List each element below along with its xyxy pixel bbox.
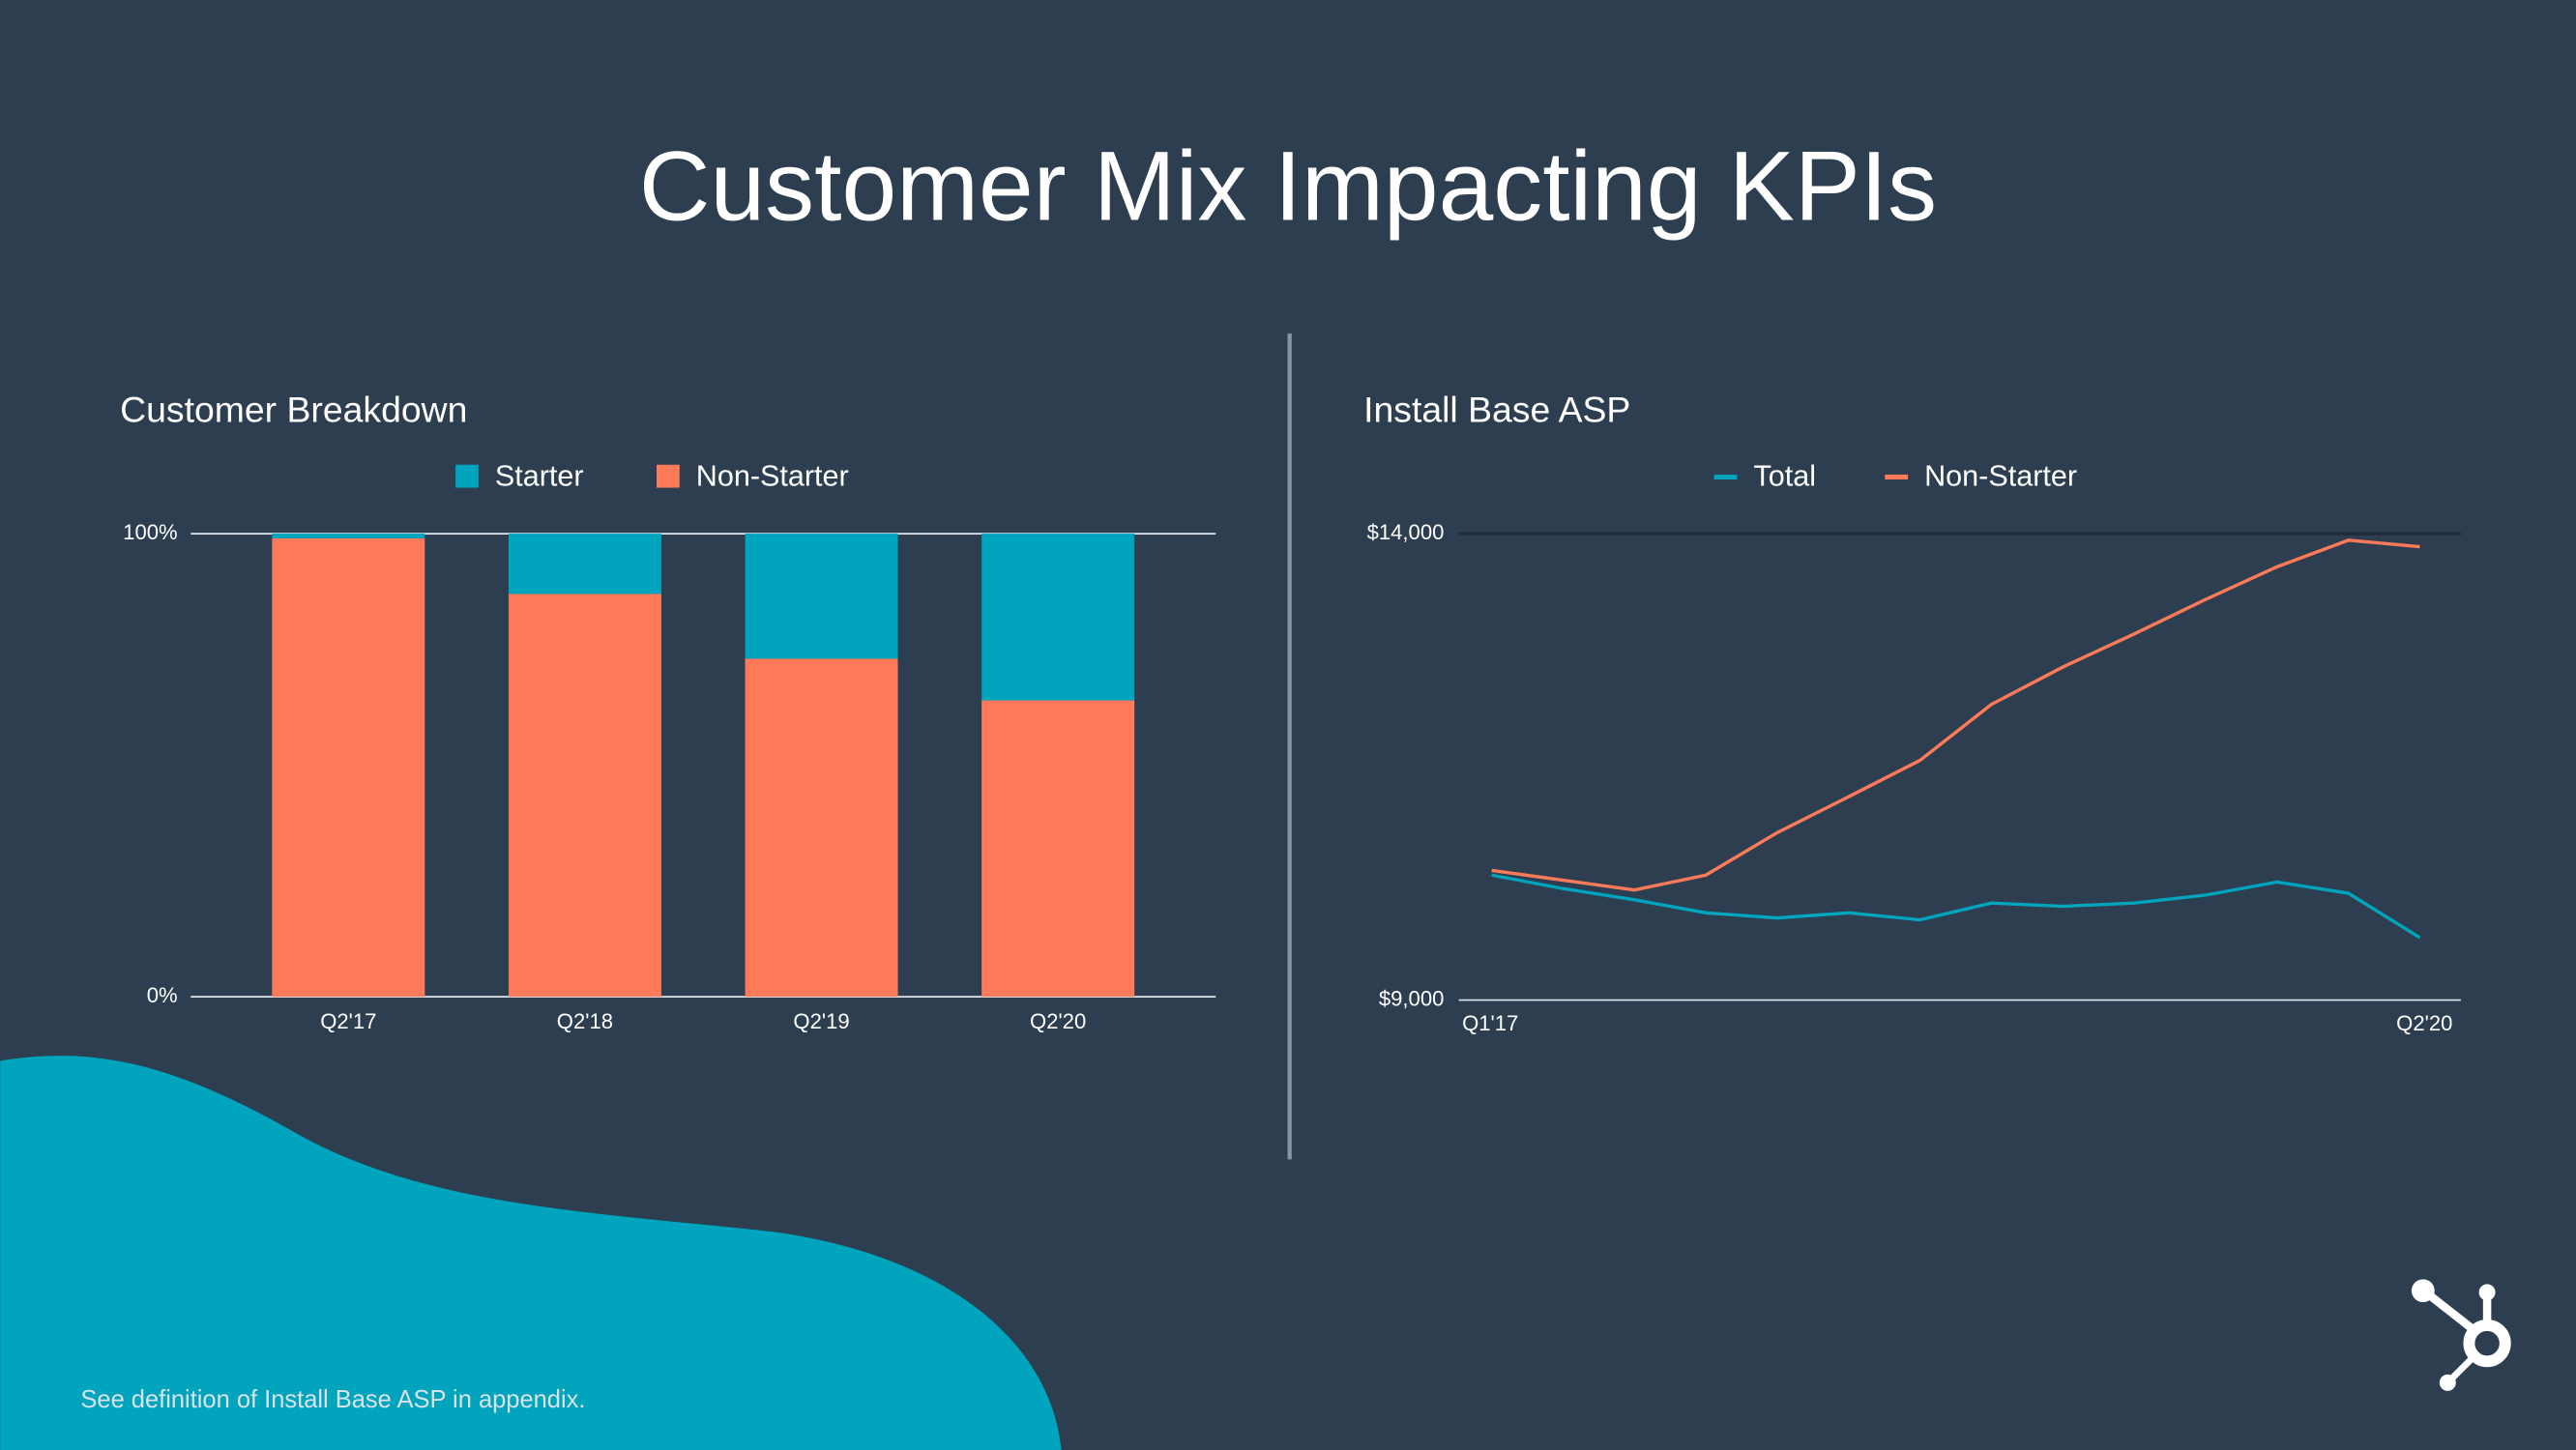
bar-segment xyxy=(981,700,1135,998)
legend-label: Starter xyxy=(495,459,584,492)
legend-label: Total xyxy=(1753,459,1816,492)
x-tick-label: Q2'17 xyxy=(320,1009,376,1033)
x-tick-label: Q2'20 xyxy=(2396,1011,2452,1035)
y-tick-label: $14,000 xyxy=(1367,520,1445,544)
y-tick-label: 100% xyxy=(123,520,177,544)
y-tick-label: $9,000 xyxy=(1379,986,1445,1010)
bar-segment xyxy=(508,594,661,998)
line-series xyxy=(1491,538,2420,892)
line-series xyxy=(1491,873,2421,940)
legend-label: Non-Starter xyxy=(696,459,849,492)
bar-segment xyxy=(745,534,898,659)
legend-label: Non-Starter xyxy=(1924,459,2077,492)
bar-segment xyxy=(745,658,898,998)
decor-blob xyxy=(0,1056,1062,1450)
legend-swatch xyxy=(1713,474,1738,480)
x-tick-label: Q2'18 xyxy=(557,1009,613,1033)
legend-swatch xyxy=(455,464,479,488)
bar-segment xyxy=(272,537,425,998)
bar-segment xyxy=(508,534,661,594)
chart-title: Install Base ASP xyxy=(1363,389,1630,429)
legend-swatch xyxy=(656,464,680,488)
legend-swatch xyxy=(1885,474,1909,480)
x-tick-label: Q2'19 xyxy=(793,1009,849,1033)
x-tick-label: Q1'17 xyxy=(1462,1011,1518,1035)
x-tick-label: Q2'20 xyxy=(1030,1009,1086,1033)
chart-title: Customer Breakdown xyxy=(120,389,467,429)
footnote: See definition of Install Base ASP in ap… xyxy=(80,1386,585,1413)
bar-segment xyxy=(981,534,1135,701)
y-tick-label: 0% xyxy=(147,983,178,1007)
slide-title: Customer Mix Impacting KPIs xyxy=(639,130,1937,241)
bar-segment xyxy=(272,534,425,538)
logo xyxy=(2411,1279,2511,1391)
